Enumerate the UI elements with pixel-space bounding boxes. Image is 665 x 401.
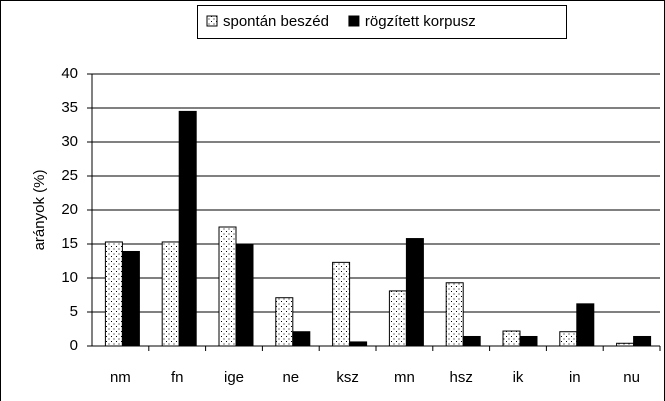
- legend-swatch: [348, 15, 360, 27]
- bar: [161, 241, 180, 347]
- bar: [388, 290, 407, 347]
- bar: [559, 331, 578, 347]
- x-tick-label: ige: [224, 369, 244, 386]
- x-tick-label: mn: [394, 369, 415, 386]
- x-tick-label: ne: [282, 369, 299, 386]
- y-tick-label: 40: [61, 65, 78, 82]
- bar: [445, 282, 464, 347]
- y-tick-label: 30: [61, 133, 78, 150]
- legend-label: spontán beszéd: [223, 13, 329, 30]
- bar: [104, 241, 123, 347]
- y-tick-label: 0: [70, 337, 78, 354]
- legend-box: [197, 5, 567, 39]
- y-tick-label: 35: [61, 99, 78, 116]
- bar: [235, 243, 254, 347]
- legend-label: rögzített korpusz: [365, 13, 476, 30]
- bar: [121, 250, 140, 347]
- x-tick-label: ksz: [336, 369, 359, 386]
- bar: [332, 261, 351, 347]
- bar: [178, 110, 197, 347]
- y-tick-label: 5: [70, 303, 78, 320]
- x-tick-label: nu: [623, 369, 640, 386]
- bar: [462, 335, 481, 347]
- bar: [292, 331, 311, 347]
- bar: [275, 297, 294, 347]
- bar: [633, 335, 652, 347]
- x-tick-label: fn: [171, 369, 184, 386]
- bar: [502, 330, 521, 347]
- y-tick-label: 20: [61, 201, 78, 218]
- y-tick-label: 25: [61, 167, 78, 184]
- y-tick-label: 10: [61, 269, 78, 286]
- bar: [576, 303, 595, 347]
- legend-swatch: [206, 15, 218, 27]
- y-axis-label: arányok (%): [31, 170, 48, 251]
- bar: [218, 226, 237, 347]
- x-tick-label: hsz: [450, 369, 473, 386]
- x-tick-label: in: [569, 369, 581, 386]
- x-tick-label: ik: [513, 369, 524, 386]
- bar: [349, 341, 368, 347]
- x-tick-label: nm: [110, 369, 131, 386]
- bar: [405, 238, 424, 347]
- bar: [519, 335, 538, 347]
- y-tick-label: 15: [61, 235, 78, 252]
